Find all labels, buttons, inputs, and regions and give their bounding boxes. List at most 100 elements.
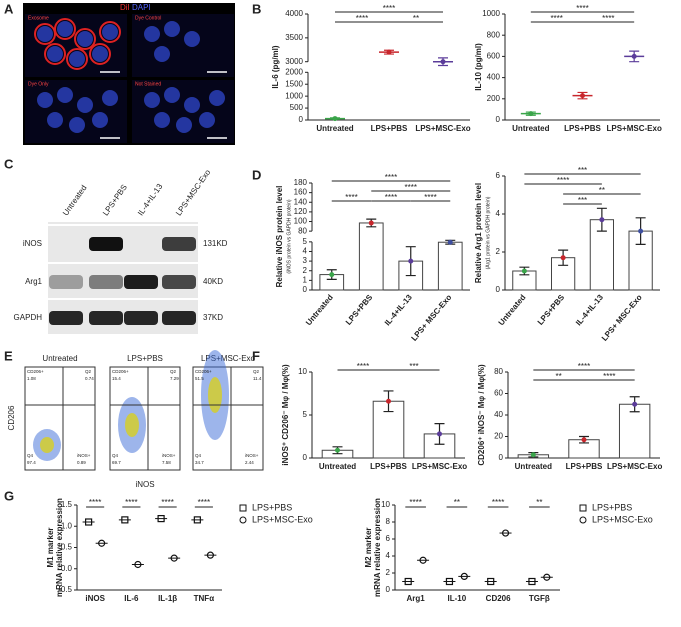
nucleus	[184, 97, 200, 113]
quadrant-value: 0.74	[85, 376, 94, 381]
x-tick-label: IL-4+IL-13	[383, 292, 414, 327]
y-axis-sublabel: (Arg1 protein vs GAPDH protein)	[485, 196, 491, 269]
y-tick-label: 1.0	[61, 521, 73, 530]
significance-label: ****	[603, 372, 615, 381]
mean-dot	[440, 59, 446, 65]
y-tick-label: 6	[386, 534, 391, 543]
y-tick-label: 0	[303, 285, 308, 294]
y-tick-label: 1000	[285, 91, 303, 100]
y-tick-label: 80	[494, 367, 503, 376]
y-tick-label: 1500	[285, 79, 303, 88]
quadrant-value: 34.7	[195, 460, 204, 465]
quadrant-name: CD206+	[112, 369, 129, 374]
panel-label: C	[4, 156, 14, 171]
mean-dot	[638, 228, 644, 234]
significance-label: ****	[578, 362, 590, 371]
nucleus	[176, 117, 192, 133]
micrograph	[132, 14, 234, 77]
quadrant-name: Q2	[85, 369, 92, 374]
nucleus	[47, 112, 63, 128]
quadrant-name: Q4	[195, 453, 202, 458]
x-tick-label: IL-6	[124, 594, 139, 603]
nucleus	[209, 90, 225, 106]
lane-label: Untreated	[61, 183, 89, 217]
stain-legend: DiI	[120, 3, 130, 12]
y-tick-label: 0	[386, 585, 391, 594]
significance-label: ****	[356, 14, 368, 23]
x-tick-label: TNFα	[194, 594, 215, 603]
y-tick-label: 20	[494, 432, 503, 441]
y-axis-label: M2 marker	[364, 527, 373, 567]
micrograph	[25, 80, 127, 143]
mean-dot	[560, 255, 566, 261]
y-tick-label: 0	[496, 115, 501, 124]
legend-label: LPS+PBS	[592, 502, 632, 512]
stain-legend: DAPI	[132, 3, 151, 12]
quadrant-value: 2.44	[245, 460, 254, 465]
axis-label: CD206	[7, 405, 16, 430]
y-tick-label: 2000	[285, 67, 303, 76]
x-tick-label: Untreated	[497, 293, 528, 327]
quadrant-value: 7.29	[170, 376, 179, 381]
significance-label: ****	[602, 14, 614, 23]
micrograph	[25, 14, 127, 77]
significance-label: ****	[198, 498, 210, 507]
significance-label: ****	[383, 4, 395, 13]
nucleus	[102, 24, 118, 40]
mean-dot	[581, 437, 587, 443]
significance-label: ****	[405, 183, 417, 192]
legend-marker	[579, 504, 587, 512]
x-tick-label: LPS+MSC-Exo	[607, 462, 662, 471]
mean-dot	[329, 272, 335, 278]
quadrant-value: 15.4	[112, 376, 121, 381]
mean-dot	[521, 268, 527, 274]
y-tick-label: 200	[487, 94, 501, 103]
y-tick-label: 4	[386, 551, 391, 560]
significance-label: ****	[125, 498, 137, 507]
mean-dot	[386, 49, 392, 55]
quadrant-name: Q2	[253, 369, 260, 374]
band	[89, 311, 123, 325]
blot-row-label: Arg1	[25, 277, 42, 286]
y-tick-label: 4	[496, 209, 501, 218]
y-tick-label: 120	[294, 207, 308, 216]
y-tick-label: 2	[386, 568, 391, 577]
nucleus	[69, 51, 85, 67]
quadrant-value: 69.7	[112, 460, 121, 465]
mean-dot	[447, 239, 453, 245]
mean-dot	[631, 53, 637, 59]
nucleus	[199, 112, 215, 128]
x-tick-label: LPS+PBS	[370, 462, 407, 471]
x-tick-label: LPS+ MSC-Exo	[409, 293, 453, 343]
y-tick-label: 10	[298, 367, 307, 376]
y-tick-label: 2	[496, 247, 501, 256]
band	[124, 311, 158, 325]
panel-label: D	[252, 167, 261, 182]
quadrant-name: Q4	[27, 453, 34, 458]
y-tick-label: 140	[294, 197, 308, 206]
quadrant-value: 51.5	[195, 376, 204, 381]
y-tick-label: 1	[303, 275, 308, 284]
quadrant-name: Q2	[170, 369, 177, 374]
nucleus	[102, 90, 118, 106]
quadrant-name: iNOS+	[77, 453, 91, 458]
membrane	[74, 28, 96, 50]
x-tick-label: Untreated	[319, 462, 356, 471]
plot-title: LPS+MSC-Exo	[201, 354, 256, 363]
membrane	[54, 18, 76, 40]
nucleus	[154, 112, 170, 128]
nucleus	[164, 87, 180, 103]
density	[40, 437, 54, 453]
significance-label: ***	[578, 196, 587, 205]
membrane	[44, 43, 66, 65]
panel-label: E	[4, 348, 13, 363]
y-tick-label: 3	[303, 256, 308, 265]
mean-dot	[332, 116, 338, 122]
quadrant-name: CD206+	[195, 369, 212, 374]
legend-marker	[239, 516, 247, 524]
mean-dot	[580, 93, 585, 99]
significance-label: ****	[424, 193, 436, 202]
y-tick-label: 3500	[285, 33, 303, 42]
y-axis-sublabel: mRNA relative expression	[373, 498, 382, 597]
y-axis-sublabel: mRNA relative expression	[55, 498, 64, 597]
